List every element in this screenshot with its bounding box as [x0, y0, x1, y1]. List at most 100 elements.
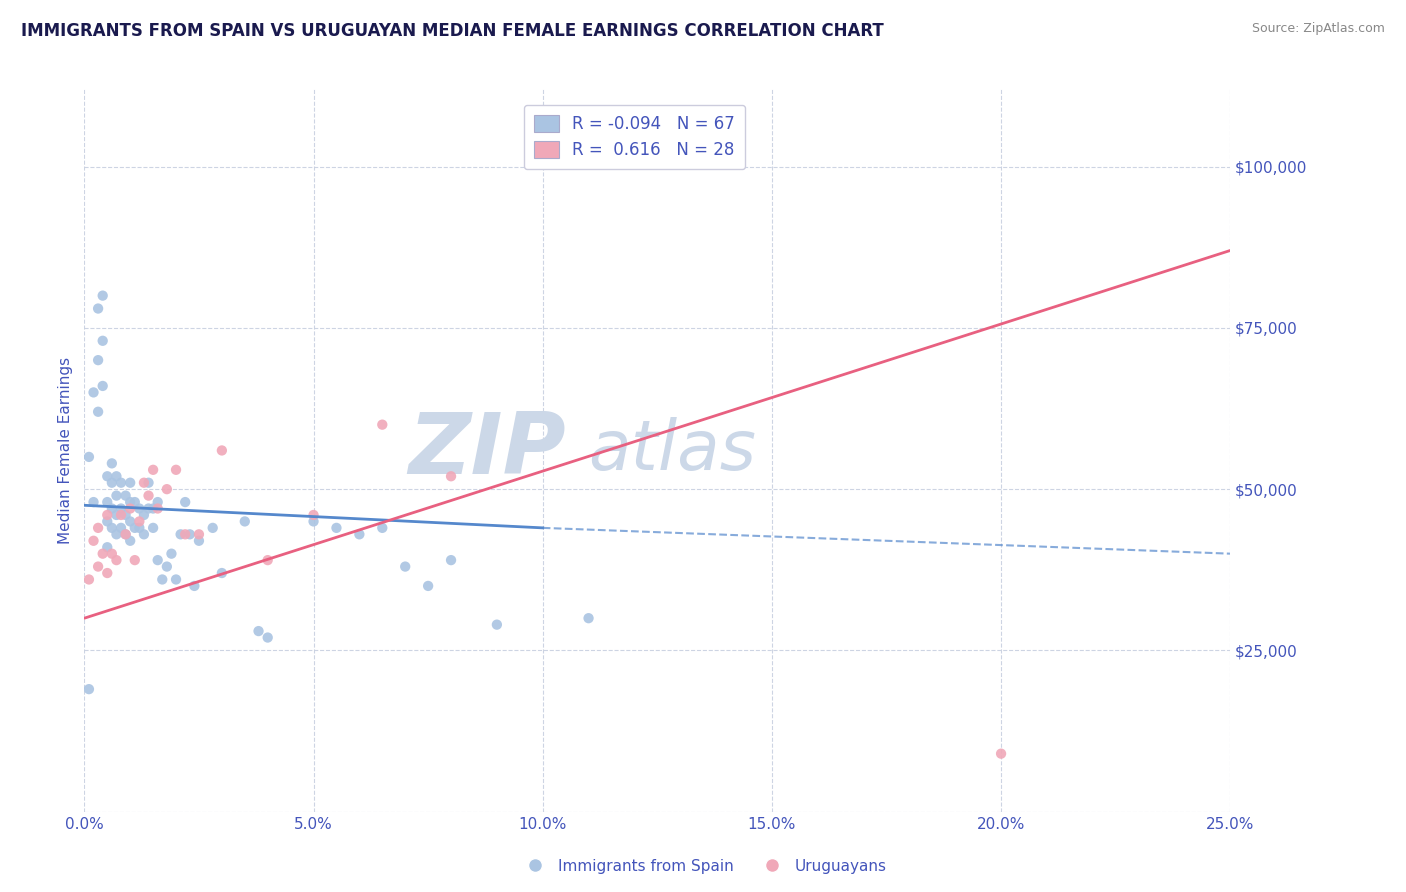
Point [247, 624, 270, 639]
Point [256, 631, 278, 645]
Point [188, 533, 211, 548]
Point [233, 515, 256, 529]
Point [96, 469, 118, 483]
Point [83, 385, 105, 400]
Point [132, 475, 155, 490]
Point [128, 515, 150, 529]
Point [256, 553, 278, 567]
Text: Source: ZipAtlas.com: Source: ZipAtlas.com [1251, 22, 1385, 36]
Point [349, 527, 371, 541]
Point [77, 450, 100, 464]
Point [165, 573, 187, 587]
Point [156, 482, 179, 496]
Point [87, 405, 110, 419]
Point [91, 288, 114, 302]
Point [132, 527, 155, 541]
Point [211, 566, 233, 580]
Point [394, 559, 416, 574]
Point [83, 495, 105, 509]
Point [87, 559, 110, 574]
Point [124, 521, 146, 535]
Point [146, 495, 169, 509]
Point [96, 515, 118, 529]
Point [183, 579, 205, 593]
Point [101, 475, 124, 490]
Y-axis label: Median Female Earnings: Median Female Earnings [58, 357, 73, 544]
Point [142, 521, 165, 535]
Point [101, 547, 124, 561]
Point [96, 566, 118, 580]
Point [142, 463, 165, 477]
Point [188, 527, 211, 541]
Point [105, 469, 128, 483]
Point [120, 515, 142, 529]
Point [96, 495, 118, 509]
Point [101, 456, 124, 470]
Point [91, 547, 114, 561]
Point [114, 527, 136, 541]
Point [201, 521, 224, 535]
Point [91, 334, 114, 348]
Point [124, 553, 146, 567]
Point [110, 475, 132, 490]
Point [174, 495, 197, 509]
Point [128, 501, 150, 516]
Point [211, 443, 233, 458]
Point [105, 508, 128, 522]
Point [114, 489, 136, 503]
Point [142, 501, 165, 516]
Legend: R = -0.094   N = 67, R =  0.616   N = 28: R = -0.094 N = 67, R = 0.616 N = 28 [524, 104, 745, 169]
Point [578, 611, 600, 625]
Point [87, 301, 110, 316]
Point [165, 463, 187, 477]
Point [110, 521, 132, 535]
Point [146, 553, 169, 567]
Point [77, 573, 100, 587]
Text: ZIP: ZIP [408, 409, 565, 492]
Point [302, 508, 325, 522]
Point [150, 573, 173, 587]
Point [179, 527, 201, 541]
Point [87, 353, 110, 368]
Point [105, 489, 128, 503]
Point [91, 379, 114, 393]
Point [120, 533, 142, 548]
Point [105, 553, 128, 567]
Point [418, 579, 440, 593]
Point [371, 417, 394, 432]
Point [440, 553, 463, 567]
Point [110, 508, 132, 522]
Point [114, 527, 136, 541]
Point [96, 508, 118, 522]
Point [990, 747, 1012, 761]
Point [485, 617, 508, 632]
Point [169, 527, 191, 541]
Point [124, 495, 146, 509]
Point [87, 521, 110, 535]
Point [132, 508, 155, 522]
Point [146, 501, 169, 516]
Point [96, 540, 118, 554]
Point [371, 521, 394, 535]
Point [160, 547, 183, 561]
Text: atlas: atlas [589, 417, 756, 484]
Point [83, 533, 105, 548]
Point [101, 521, 124, 535]
Point [440, 469, 463, 483]
Text: IMMIGRANTS FROM SPAIN VS URUGUAYAN MEDIAN FEMALE EARNINGS CORRELATION CHART: IMMIGRANTS FROM SPAIN VS URUGUAYAN MEDIA… [21, 22, 884, 40]
Point [128, 521, 150, 535]
Point [105, 527, 128, 541]
Point [101, 501, 124, 516]
Point [138, 475, 160, 490]
Point [110, 501, 132, 516]
Point [174, 527, 197, 541]
Point [138, 501, 160, 516]
Point [120, 475, 142, 490]
Point [120, 501, 142, 516]
Point [138, 489, 160, 503]
Point [77, 682, 100, 697]
Point [114, 508, 136, 522]
Point [120, 495, 142, 509]
Legend: Immigrants from Spain, Uruguayans: Immigrants from Spain, Uruguayans [513, 853, 893, 880]
Point [156, 559, 179, 574]
